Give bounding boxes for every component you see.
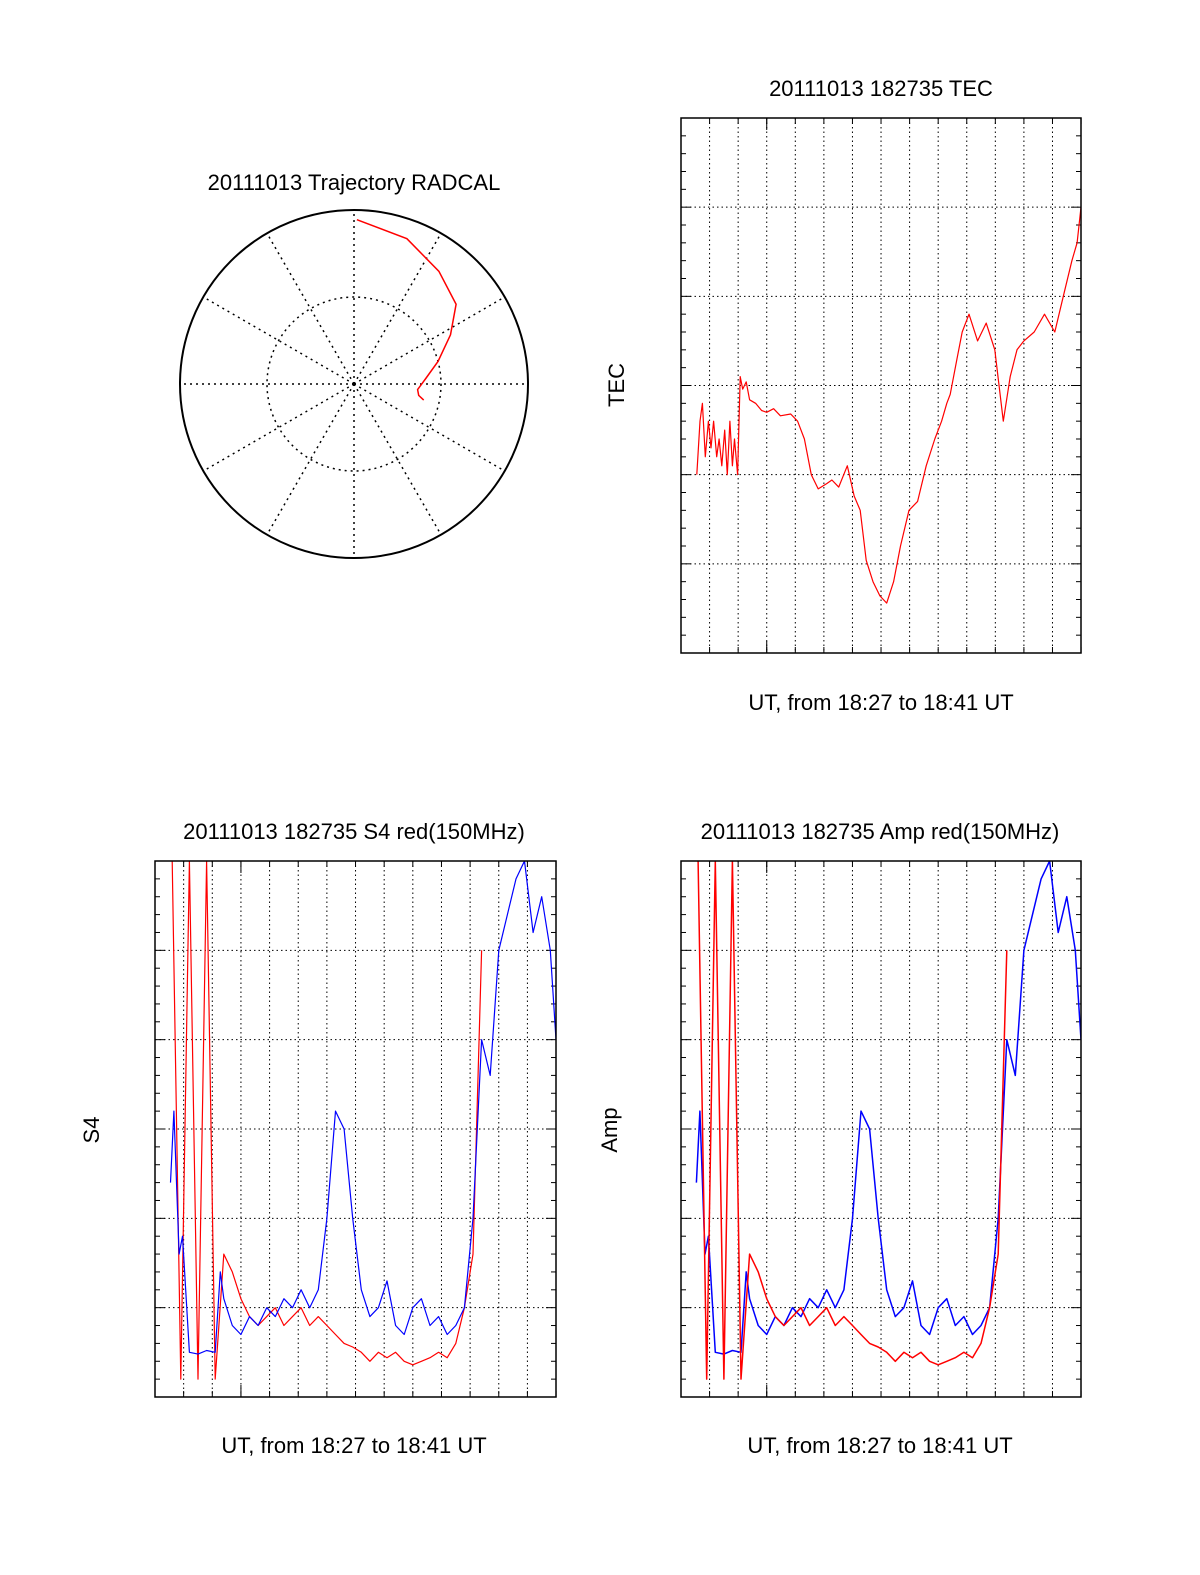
polar-spoke [202, 296, 355, 385]
tec-title: 20111013 182735 TEC [769, 76, 993, 101]
tec-plot-area [680, 117, 1082, 654]
polar-ring [266, 296, 442, 472]
polar-spoke [353, 383, 442, 536]
amp-plot-area [680, 860, 1082, 1398]
s4-xlabel: UT, from 18:27 to 18:41 UT [221, 1433, 486, 1458]
plot-frame [680, 117, 1082, 654]
horizontal-gridlines [681, 949, 1081, 1309]
amp-ylabel: Amp [597, 1107, 622, 1152]
trajectory-line [356, 218, 457, 401]
s4-panel: 20111013 182735 S4 red(150MHz) UT, from … [79, 819, 557, 1458]
polar-outer-circle [179, 209, 529, 559]
series-group [696, 207, 1081, 604]
tec-xlabel: UT, from 18:27 to 18:41 UT [748, 690, 1013, 715]
polar-spoke [266, 232, 355, 385]
plot-frame [680, 860, 1082, 1398]
plot-frame [154, 860, 557, 1398]
amp-xlabel: UT, from 18:27 to 18:41 UT [747, 1433, 1012, 1458]
amp-title: 20111013 182735 Amp red(150MHz) [701, 819, 1060, 844]
series-line-blue [169, 861, 556, 1355]
trajectory-series [356, 218, 457, 401]
trajectory-title: 20111013 Trajectory RADCAL [208, 170, 501, 195]
tec-ylabel: TEC [604, 363, 629, 407]
series-line-blue [695, 861, 1081, 1355]
horizontal-gridlines [681, 206, 1081, 565]
trajectory-panel: 20111013 Trajectory RADCAL [179, 170, 529, 559]
s4-plot-area [154, 860, 557, 1398]
series-group [169, 861, 556, 1380]
s4-ylabel: S4 [79, 1117, 104, 1144]
horizontal-gridlines [155, 949, 556, 1309]
polar-spoke [266, 383, 355, 536]
series-line-red [697, 861, 1008, 1380]
amp-panel: 20111013 182735 Amp red(150MHz) UT, from… [597, 819, 1082, 1458]
polar-spoke [353, 296, 506, 385]
series-group [695, 861, 1081, 1380]
series-line-red [171, 861, 483, 1380]
tec-panel: 20111013 182735 TEC UT, from 18:27 to 18… [604, 76, 1082, 715]
s4-title: 20111013 182735 S4 red(150MHz) [183, 819, 525, 844]
polar-spoke [202, 383, 355, 472]
polar-spoke [353, 383, 506, 472]
series-line-red [696, 207, 1081, 604]
